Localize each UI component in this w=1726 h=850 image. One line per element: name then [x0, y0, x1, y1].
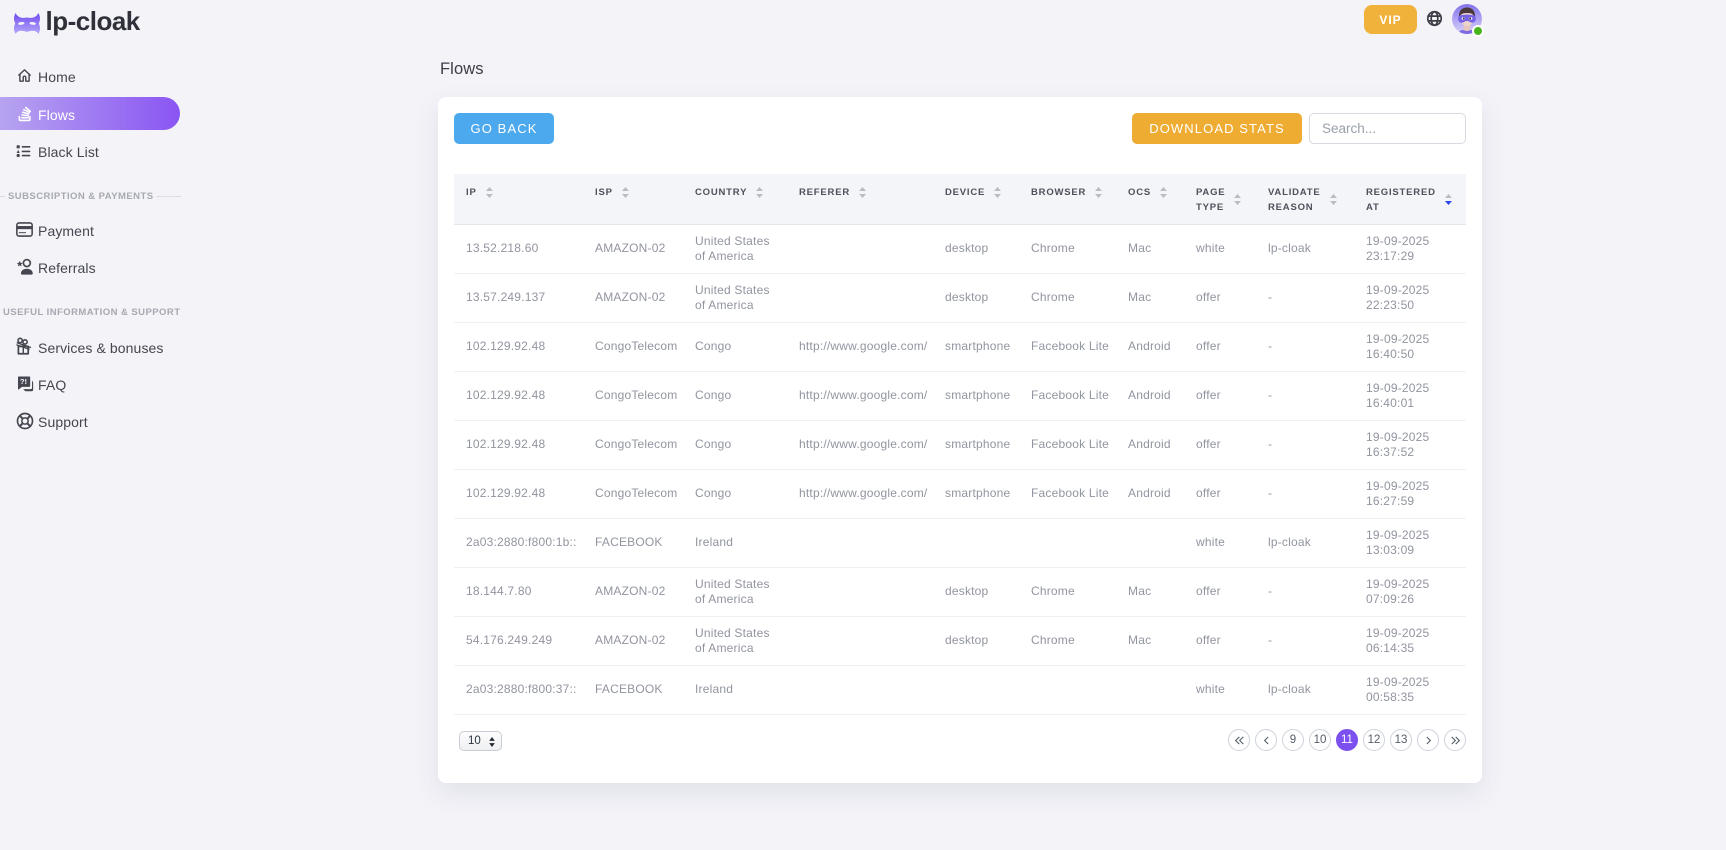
svg-text:?!: ?!	[20, 377, 27, 386]
